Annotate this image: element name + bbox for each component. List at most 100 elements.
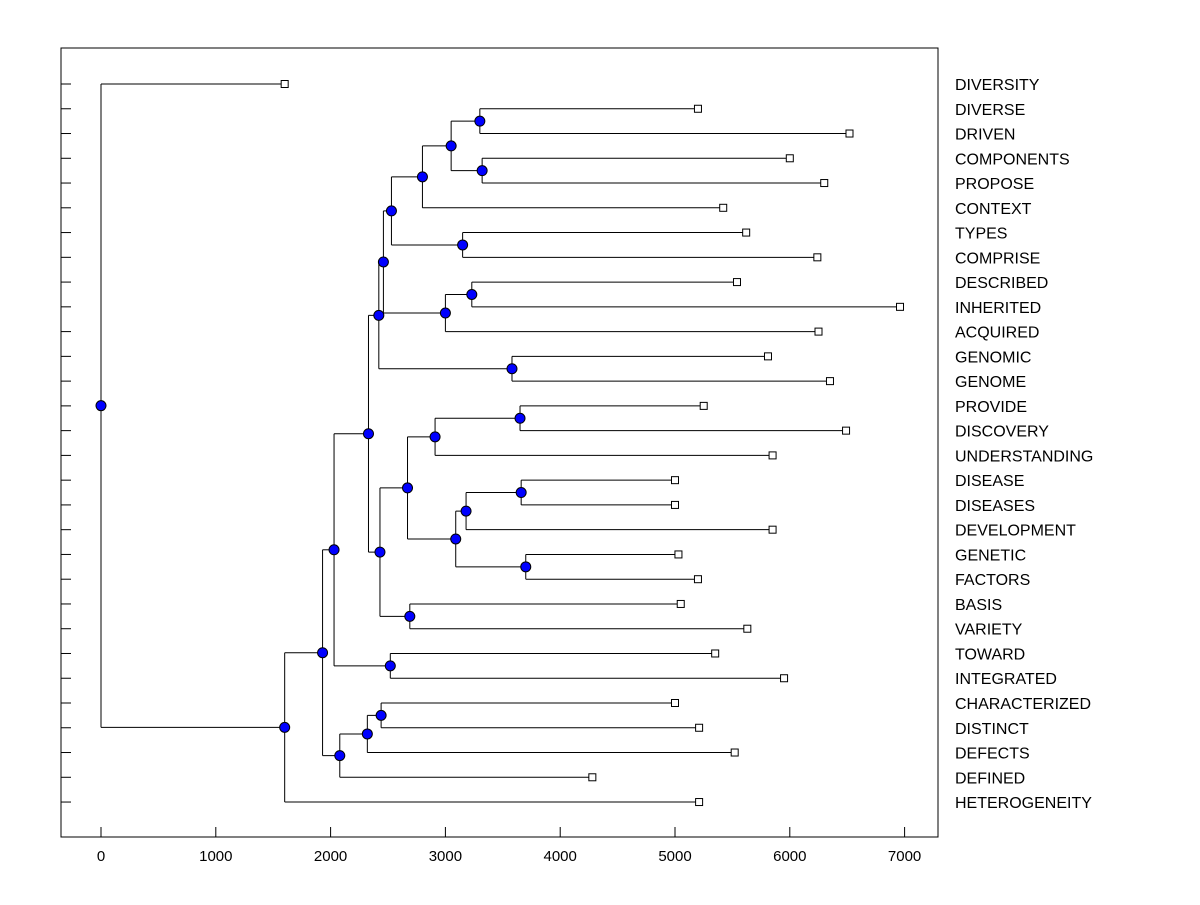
node-marker-m21 — [362, 428, 374, 440]
leaf-label-characterized: CHARACTERIZED — [955, 696, 1091, 713]
node-marker-m12 — [514, 412, 526, 424]
plot-area-frame — [60, 47, 939, 838]
leaf-marker-described — [732, 278, 741, 287]
node-marker-m13 — [429, 431, 441, 443]
node-marker-m28 — [279, 721, 291, 733]
leaf-label-diseases: DISEASES — [955, 498, 1035, 515]
leaf-label-inherited: INHERITED — [955, 300, 1041, 317]
node-marker-m17 — [450, 533, 462, 545]
leaf-label-discovery: DISCOVERY — [955, 424, 1049, 441]
leaf-marker-diversity — [280, 80, 289, 88]
leaf-label-context: CONTEXT — [955, 201, 1032, 218]
leaf-marker-basis — [676, 599, 685, 608]
x-tick-label-5000: 5000 — [658, 848, 691, 865]
leaf-marker-context — [719, 203, 728, 212]
leaf-marker-genome — [825, 377, 834, 386]
leaf-marker-genetic — [674, 550, 683, 559]
leaf-label-types: TYPES — [955, 226, 1007, 243]
leaf-marker-integrated — [780, 674, 789, 683]
leaf-marker-disease — [671, 476, 679, 485]
leaf-label-comprise: COMPRISE — [955, 250, 1040, 267]
leaf-marker-understanding — [768, 451, 777, 460]
node-marker-m16 — [520, 561, 532, 573]
node-marker-m25 — [361, 728, 373, 740]
merge-node-markers — [95, 115, 532, 762]
node-marker-m18 — [402, 482, 414, 494]
leaf-label-driven: DRIVEN — [955, 127, 1015, 144]
leaf-label-heterogeneity: HETEROGENEITY — [955, 795, 1092, 812]
leaf-marker-heterogeneity — [695, 798, 704, 807]
axis-ticks — [61, 83, 906, 837]
x-tick-label-6000: 6000 — [773, 848, 806, 865]
node-marker-m9 — [377, 256, 389, 268]
x-tick-label-3000: 3000 — [429, 848, 462, 865]
node-marker-m2 — [476, 165, 488, 177]
node-marker-m19 — [404, 610, 416, 622]
leaf-marker-defined — [588, 773, 597, 782]
node-marker-m3 — [445, 140, 457, 152]
dendrogram-links — [100, 83, 901, 803]
node-marker-m5 — [457, 239, 469, 251]
node-marker-m7 — [466, 288, 478, 300]
node-marker-m14 — [515, 487, 527, 499]
node-marker-m20 — [374, 546, 386, 558]
leaf-marker-types — [742, 228, 751, 237]
node-marker-m1 — [474, 115, 486, 127]
leaf-marker-comprise — [813, 253, 822, 262]
node-marker-m11 — [373, 309, 385, 321]
leaf-marker-toward — [711, 649, 720, 658]
node-marker-m8 — [439, 307, 451, 319]
leaf-marker-components — [785, 154, 794, 163]
leaf-label-toward: TOWARD — [955, 646, 1025, 663]
node-marker-m6 — [385, 205, 397, 217]
x-tick-label-4000: 4000 — [544, 848, 577, 865]
leaf-label-provide: PROVIDE — [955, 399, 1027, 416]
leaf-marker-genomic — [763, 352, 772, 361]
leaf-label-defined: DEFINED — [955, 770, 1025, 787]
leaf-marker-driven — [845, 129, 854, 138]
leaf-marker-propose — [820, 179, 829, 188]
leaf-label-development: DEVELOPMENT — [955, 523, 1076, 540]
x-tick-labels: 0 1000 2000 3000 4000 5000 6000 7000 — [97, 848, 921, 865]
node-marker-m15 — [460, 505, 472, 517]
node-marker-m24 — [375, 709, 387, 721]
leaf-label-understanding: UNDERSTANDING — [955, 448, 1093, 465]
leaf-label-genomic: GENOMIC — [955, 349, 1031, 366]
leaf-marker-development — [768, 525, 777, 534]
leaf-marker-inherited — [896, 302, 905, 311]
leaf-labels: DIVERSITY DIVERSE DRIVEN COMPONENTS PROPOSE C… — [955, 77, 1093, 812]
leaf-marker-variety — [743, 624, 752, 633]
x-tick-label-7000: 7000 — [888, 848, 921, 865]
leaf-label-integrated: INTEGRATED — [955, 671, 1057, 688]
leaf-label-variety: VARIETY — [955, 622, 1023, 639]
leaf-label-propose: PROPOSE — [955, 176, 1034, 193]
leaf-marker-acquired — [814, 327, 823, 336]
leaf-label-components: COMPONENTS — [955, 151, 1070, 168]
leaf-marker-distinct — [695, 723, 704, 732]
leaf-marker-defects — [730, 748, 739, 757]
node-marker-m4 — [416, 171, 428, 183]
leaf-label-disease: DISEASE — [955, 473, 1024, 490]
node-marker-m22 — [384, 660, 396, 672]
x-tick-label-2000: 2000 — [314, 848, 347, 865]
leaf-label-acquired: ACQUIRED — [955, 325, 1039, 342]
node-marker-m23 — [328, 544, 340, 556]
x-tick-label-0: 0 — [97, 848, 105, 865]
leaf-label-defects: DEFECTS — [955, 746, 1030, 763]
leaf-markers — [280, 80, 905, 807]
leaf-label-described: DESCRIBED — [955, 275, 1048, 292]
leaf-label-genetic: GENETIC — [955, 547, 1026, 564]
leaf-label-diverse: DIVERSE — [955, 102, 1025, 119]
leaf-label-distinct: DISTINCT — [955, 721, 1029, 738]
node-marker-root — [95, 400, 107, 412]
x-tick-label-1000: 1000 — [199, 848, 232, 865]
leaf-label-genome: GENOME — [955, 374, 1026, 391]
leaf-label-diversity: DIVERSITY — [955, 77, 1040, 94]
node-marker-m27 — [317, 647, 329, 659]
leaf-label-basis: BASIS — [955, 597, 1002, 614]
leaf-marker-factors — [693, 575, 702, 584]
leaf-marker-diverse — [693, 104, 702, 113]
node-marker-m10 — [506, 363, 518, 375]
